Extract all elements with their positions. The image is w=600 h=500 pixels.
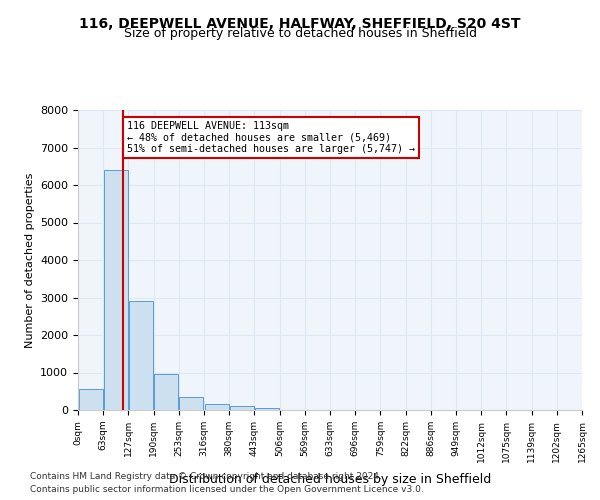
Text: Contains public sector information licensed under the Open Government Licence v3: Contains public sector information licen… (30, 484, 424, 494)
Text: 116, DEEPWELL AVENUE, HALFWAY, SHEFFIELD, S20 4ST: 116, DEEPWELL AVENUE, HALFWAY, SHEFFIELD… (79, 18, 521, 32)
Bar (179, 396, 203, 410)
X-axis label: Distribution of detached houses by size in Sheffield: Distribution of detached houses by size … (169, 473, 491, 486)
Text: Size of property relative to detached houses in Sheffield: Size of property relative to detached ho… (124, 28, 476, 40)
Bar (205, 404, 229, 410)
Text: 116 DEEPWELL AVENUE: 113sqm
← 48% of detached houses are smaller (5,469)
51% of : 116 DEEPWELL AVENUE: 113sqm ← 48% of det… (127, 121, 415, 154)
Text: Contains HM Land Registry data © Crown copyright and database right 2024.: Contains HM Land Registry data © Crown c… (30, 472, 382, 481)
Bar (230, 406, 254, 410)
Bar (104, 170, 128, 410)
Y-axis label: Number of detached properties: Number of detached properties (25, 172, 35, 348)
Bar (129, 301, 153, 410)
Bar (255, 408, 279, 410)
Bar (154, 374, 178, 410)
Bar (79, 388, 103, 410)
